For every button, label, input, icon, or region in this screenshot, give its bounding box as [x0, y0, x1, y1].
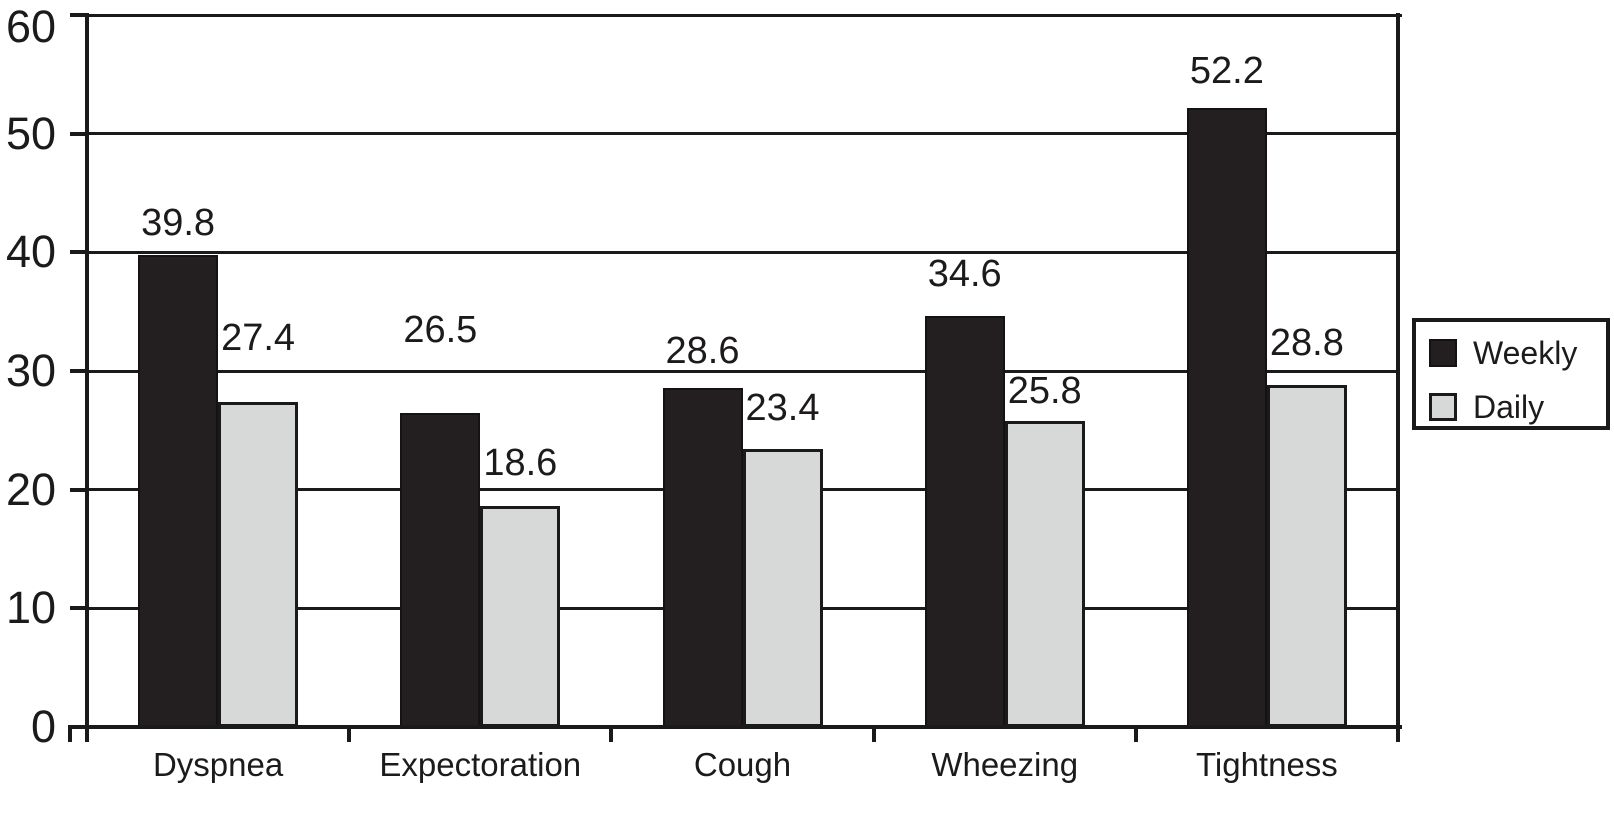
gridline-50 [87, 132, 1398, 136]
x-axis-line [68, 725, 1402, 729]
bar-weekly-tightness [1186, 107, 1267, 727]
value-label-weekly-dyspnea: 39.8 [141, 201, 216, 244]
value-label-weekly-cough: 28.6 [665, 329, 740, 372]
bar-daily-dyspnea [218, 401, 299, 727]
category-label-tightness: Tightness [1195, 746, 1338, 783]
y-tick-label-40: 40 [5, 226, 56, 278]
bar-daily-tightness [1266, 385, 1347, 727]
gridline-30 [87, 369, 1398, 373]
bar-daily-wheezing [1004, 420, 1085, 727]
value-label-daily-wheezing: 25.8 [1007, 369, 1082, 412]
y-tick-40 [70, 250, 87, 255]
legend-label-daily: Daily [1473, 389, 1545, 425]
value-label-daily-cough: 23.4 [745, 387, 820, 430]
x-axis-corner-tick [68, 725, 72, 742]
y-axis-line [85, 13, 89, 742]
y-tick-label-20: 20 [5, 463, 56, 515]
chart-legend: Weekly Daily [1412, 318, 1610, 430]
legend-label-weekly: Weekly [1473, 335, 1578, 371]
legend-swatch-weekly-icon [1429, 339, 1457, 367]
y-tick-label-30: 30 [5, 345, 56, 396]
value-label-weekly-wheezing: 34.6 [927, 253, 1002, 296]
value-label-daily-dyspnea: 27.4 [221, 316, 296, 359]
y-tick-50 [70, 131, 87, 136]
y-tick-10 [70, 606, 87, 611]
x-tick-4 [1133, 729, 1138, 742]
bar-weekly-expectoration [400, 412, 481, 727]
bar-weekly-dyspnea [138, 254, 219, 727]
category-label-dyspnea: Dyspnea [152, 746, 284, 783]
plot-right-border [1396, 13, 1400, 742]
y-tick-30 [70, 369, 87, 373]
y-tick-20 [70, 487, 87, 492]
value-label-daily-tightness: 28.8 [1269, 322, 1344, 365]
bar-weekly-wheezing [924, 316, 1005, 727]
legend-item-weekly: Weekly [1429, 336, 1577, 370]
value-label-daily-expectoration: 18.6 [483, 442, 558, 485]
category-label-wheezing: Wheezing [931, 746, 1079, 783]
value-label-weekly-tightness: 52.2 [1189, 49, 1264, 92]
y-tick-label-60: 60 [5, 1, 56, 52]
legend-swatch-daily-icon [1429, 393, 1457, 421]
legend-item-daily: Daily [1429, 390, 1544, 424]
value-label-weekly-expectoration: 26.5 [403, 308, 478, 351]
gridline-40 [87, 250, 1398, 254]
x-tick-3 [871, 729, 876, 742]
category-label-cough: Cough [693, 746, 792, 783]
y-tick-60 [70, 13, 87, 17]
y-tick-label-0: 0 [30, 701, 56, 752]
bar-weekly-cough [662, 387, 743, 727]
plot-top-border [85, 13, 1402, 17]
y-tick-label-50: 50 [5, 107, 56, 159]
bar-daily-cough [742, 449, 823, 727]
y-tick-label-10: 10 [5, 582, 56, 634]
bar-daily-expectoration [480, 506, 561, 727]
x-tick-1 [347, 729, 352, 742]
x-tick-2 [609, 729, 614, 742]
y-tick-0 [70, 725, 87, 729]
category-label-expectoration: Expectoration [379, 746, 582, 783]
